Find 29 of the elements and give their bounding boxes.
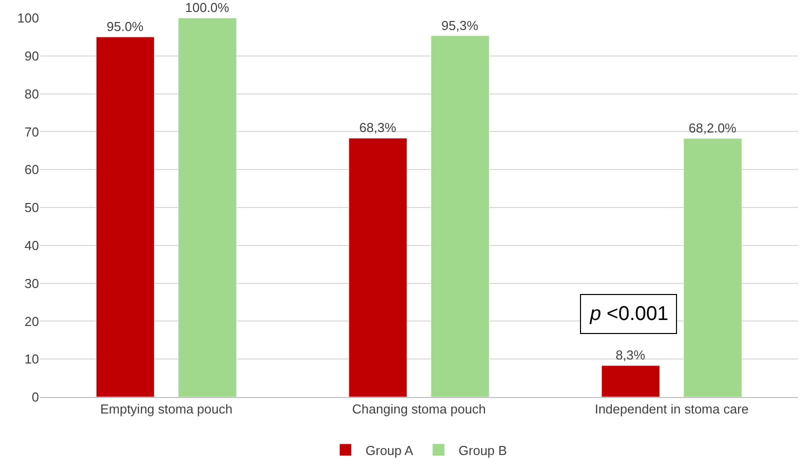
data-label: 95,3%	[441, 18, 479, 33]
y-tick-label: 0	[32, 390, 39, 405]
data-label: 68,3%	[359, 120, 397, 136]
bar	[348, 138, 408, 397]
y-tick-label: 40	[24, 238, 39, 253]
y-tick-label: 50	[24, 200, 39, 216]
legend-label: Group B	[458, 442, 507, 458]
x-tick-label: Emptying stoma pouch	[100, 402, 232, 417]
legend-label: Group A	[366, 442, 414, 458]
bar	[683, 138, 742, 397]
data-label: 100.0%	[185, 0, 230, 15]
data-label: 95.0%	[106, 18, 144, 34]
y-tick-label: 60	[24, 162, 39, 178]
data-label: 8,3%	[616, 348, 646, 363]
x-tick-label: Changing stoma pouch	[352, 402, 486, 417]
y-tick-label: 80	[24, 86, 39, 102]
y-tick-label: 20	[24, 314, 39, 329]
bar	[178, 18, 237, 397]
y-tick-label: 70	[24, 124, 39, 140]
x-tick-label: Independent in stoma care	[594, 402, 749, 417]
data-label: 68,2.0%	[688, 120, 737, 136]
bar	[430, 36, 490, 397]
y-tick-label: 100	[17, 10, 39, 26]
bar	[601, 365, 660, 397]
y-tick-label: 90	[24, 48, 39, 64]
annotation: p <0.001	[589, 303, 668, 325]
y-tick-label: 30	[24, 276, 39, 291]
bar	[96, 36, 155, 397]
y-tick-label: 10	[24, 352, 39, 367]
